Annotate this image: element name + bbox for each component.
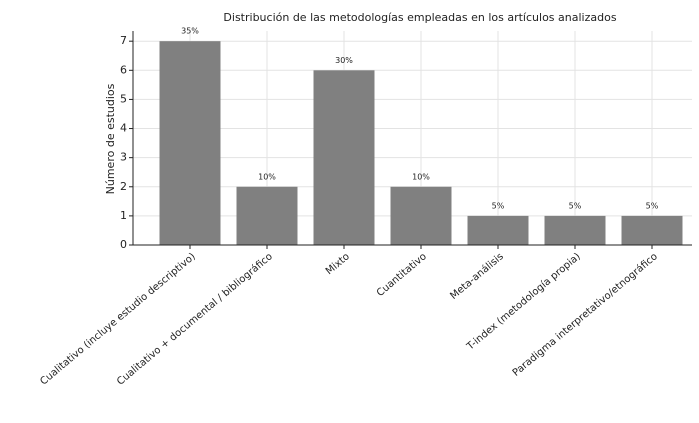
x-tick-label: Paradigma interpretativo/etnográfico — [510, 250, 660, 378]
value-label: 10% — [412, 172, 430, 181]
bar — [390, 186, 452, 245]
y-tick-label: 6 — [120, 63, 127, 76]
value-label: 30% — [335, 56, 353, 65]
value-label: 5% — [569, 201, 582, 210]
y-axis-label: Número de estudios — [104, 83, 117, 194]
value-label: 10% — [258, 172, 276, 181]
x-tick-label: Cuantitativo — [375, 251, 429, 299]
x-tick-label: Cualitativo + documental / bibliográfico — [114, 250, 274, 387]
x-tick-label: Cualitativo (incluye estudio descriptivo… — [38, 251, 198, 387]
bar — [621, 215, 683, 245]
bar — [236, 186, 298, 245]
y-tick-label: 3 — [120, 151, 127, 164]
y-tick-label: 4 — [120, 122, 127, 135]
bar — [467, 215, 529, 245]
chart-title: Distribución de las metodologías emplead… — [223, 11, 616, 24]
y-tick-label: 0 — [120, 238, 127, 251]
x-tick-label: Meta-análisis — [448, 250, 506, 301]
y-tick-label: 5 — [120, 92, 127, 105]
value-label: 5% — [492, 201, 505, 210]
value-label: 35% — [181, 27, 199, 36]
value-label: 5% — [646, 201, 659, 210]
y-tick-label: 2 — [120, 180, 127, 193]
y-tick-label: 7 — [120, 34, 127, 47]
bar — [159, 41, 221, 245]
bar — [313, 70, 375, 245]
bar — [544, 215, 606, 245]
x-tick-label: Mixto — [324, 251, 352, 277]
y-tick-label: 1 — [120, 209, 127, 222]
